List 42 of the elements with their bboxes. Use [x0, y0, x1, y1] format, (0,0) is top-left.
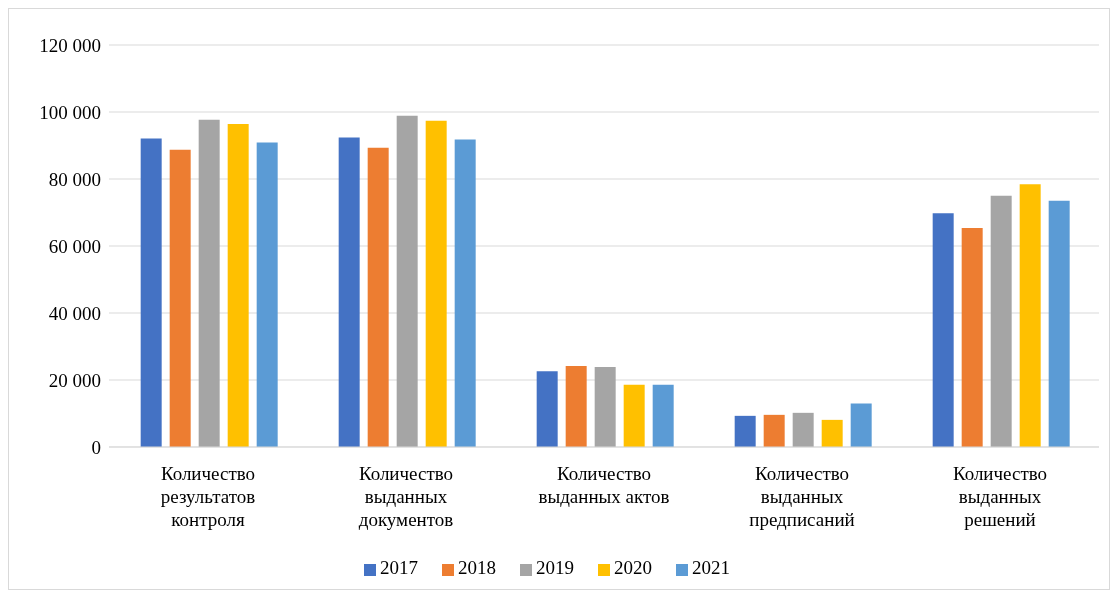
legend-label: 2018	[458, 557, 496, 578]
y-tick-label: 80 000	[48, 168, 101, 190]
bar	[932, 213, 954, 447]
x-tick-label: Количество выданных актов	[538, 463, 670, 507]
bar	[792, 412, 814, 447]
y-tick-label: 20 000	[48, 369, 101, 391]
legend-label: 2019	[536, 557, 574, 578]
bar	[425, 120, 447, 447]
bar	[367, 147, 389, 447]
y-tick-label: 40 000	[48, 302, 101, 324]
bar	[652, 384, 674, 447]
bar	[1048, 200, 1070, 447]
bar	[227, 124, 249, 447]
x-tick-label: Количество выданных документов	[358, 463, 454, 530]
bar	[565, 365, 587, 447]
legend-label: 2017	[380, 557, 418, 578]
x-tick-label: Количество результатов контроля	[160, 463, 256, 530]
y-tick-label: 120 000	[39, 34, 101, 56]
bar	[734, 415, 756, 447]
legend-label: 2020	[614, 557, 652, 578]
x-tick-label: Количество выданных предписаний	[749, 463, 855, 530]
bar	[961, 227, 983, 447]
bar	[594, 366, 616, 447]
y-tick-label: 100 000	[39, 101, 101, 123]
y-tick-label: 0	[91, 436, 101, 458]
bar	[140, 138, 162, 447]
bar	[763, 414, 785, 447]
legend-label: 2021	[692, 557, 730, 578]
bar	[821, 419, 843, 447]
bar	[536, 371, 558, 447]
bar	[396, 115, 418, 447]
y-tick-label: 60 000	[48, 235, 101, 257]
bar	[990, 195, 1012, 447]
bar	[1019, 184, 1041, 447]
bar	[338, 137, 360, 447]
bar	[623, 384, 645, 447]
bar	[169, 149, 191, 447]
x-tick-label: Количество выданных решений	[952, 463, 1048, 530]
bar	[198, 119, 220, 447]
bar	[256, 142, 278, 447]
bar	[454, 139, 476, 447]
bar	[850, 403, 872, 447]
